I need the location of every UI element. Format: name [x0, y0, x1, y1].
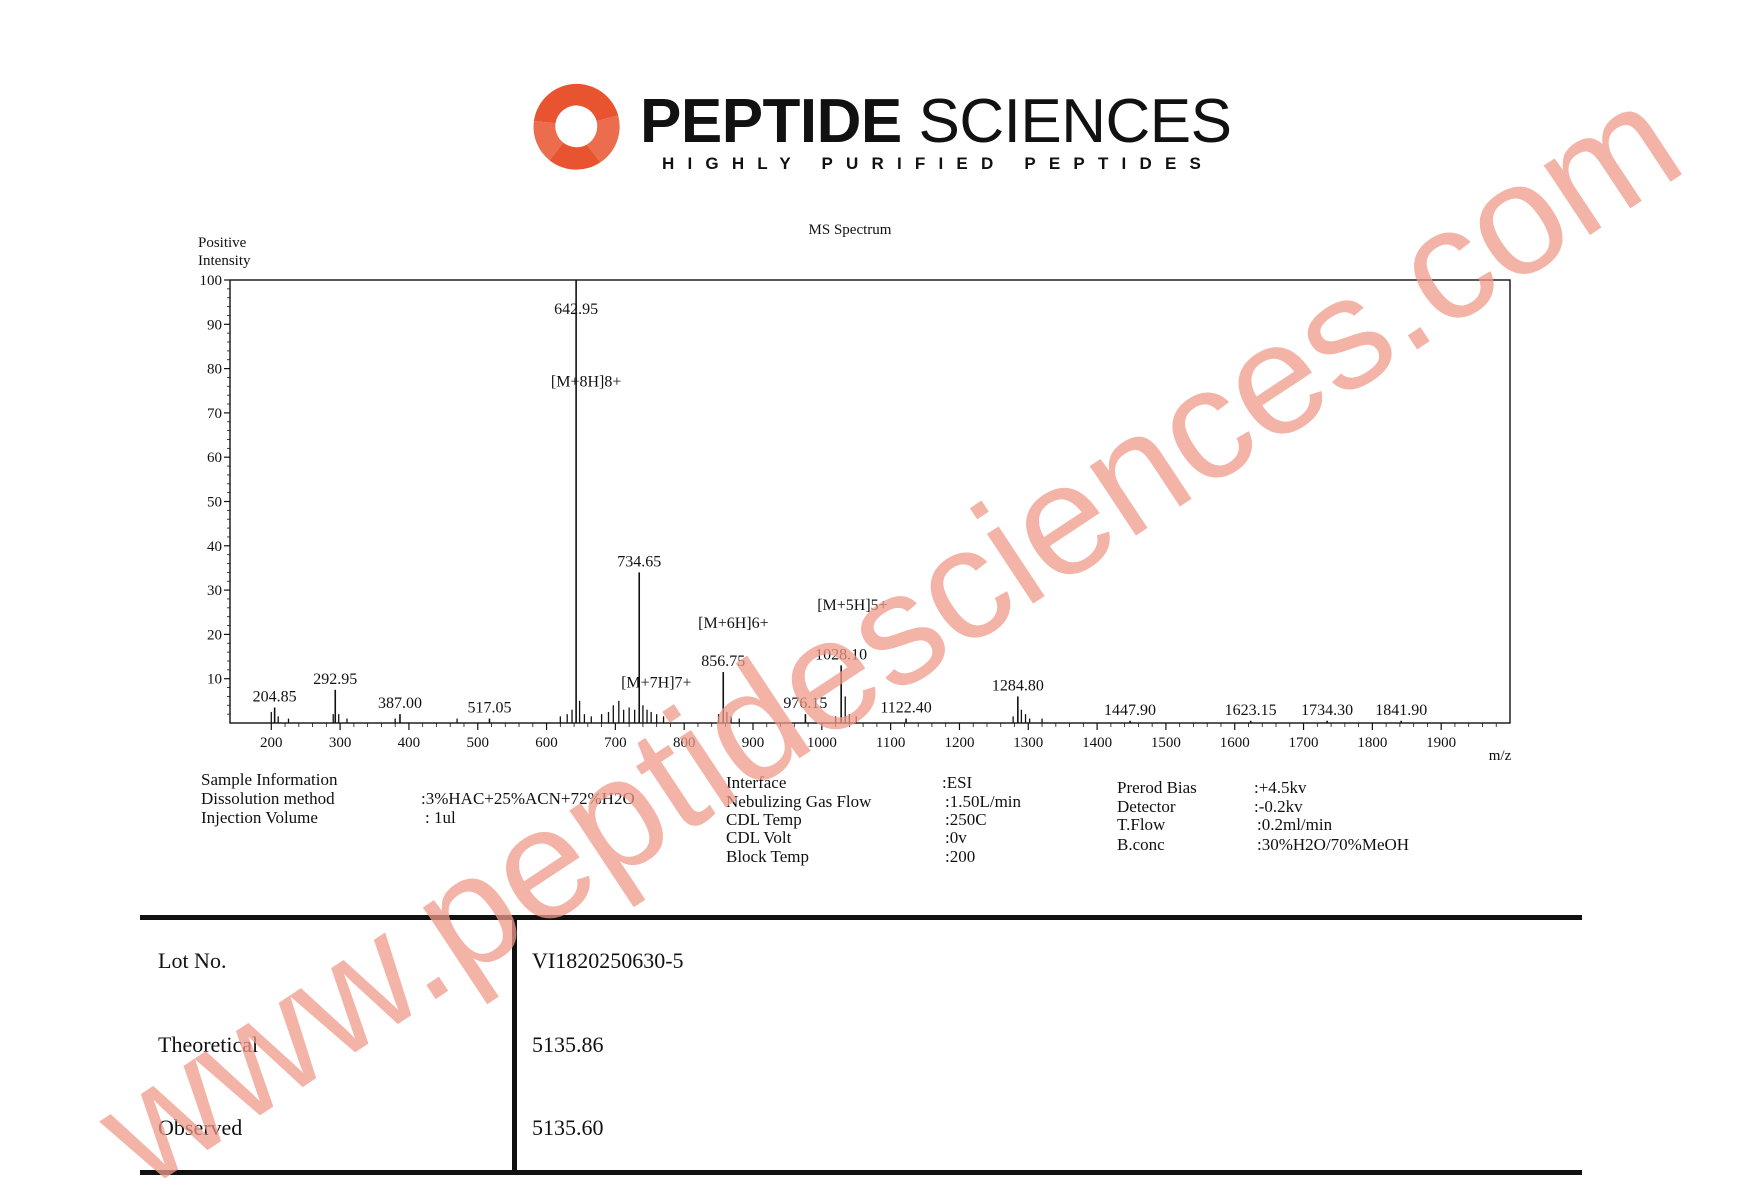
- sample-info-value: :+4.5kv: [1254, 778, 1307, 797]
- x-axis-ticks: 200 300 400 500 600 700 800 900 1000 1100 1200 1300…: [260, 723, 1497, 751]
- brand-name-light: SCIENCES: [918, 87, 1232, 156]
- x-tick-label: 1700: [1289, 735, 1319, 751]
- result-value-observed: 5135.60: [532, 1115, 604, 1140]
- x-tick-label: 800: [673, 735, 696, 751]
- x-tick-label: 600: [535, 735, 558, 751]
- x-tick-label: 500: [466, 735, 489, 751]
- y-axis-ticks: 10 20 30 40 50 60 70 80 90 100: [200, 273, 230, 715]
- sample-info-label: Block Temp: [726, 847, 810, 866]
- table-column-divider: [512, 915, 517, 1175]
- peak-label: 1284.80: [992, 677, 1044, 694]
- table-top-rule: [140, 915, 1582, 920]
- result-value-lot: VI1820250630-5: [532, 948, 684, 973]
- y-tick-label: 30: [207, 583, 222, 599]
- sample-info-value: :0.2ml/min: [1257, 815, 1333, 834]
- peak-label: 642.95: [554, 301, 598, 318]
- x-tick-label: 700: [604, 735, 627, 751]
- sample-info-value: :-0.2kv: [1254, 797, 1303, 816]
- sample-info-value: :ESI: [942, 773, 973, 792]
- sample-info-label: Prerod Bias: [1117, 778, 1197, 797]
- peak-label: 976.15: [783, 695, 827, 712]
- peak-label: 734.65: [617, 553, 661, 570]
- x-tick-label: 1200: [944, 735, 974, 751]
- brand-name: PEPTIDE SCIENCES: [640, 86, 1232, 157]
- peak-label: 204.85: [253, 688, 297, 705]
- sample-info-heading: Sample Information: [201, 770, 338, 789]
- brand-tagline: HIGHLY PURIFIED PEPTIDES: [662, 154, 1215, 173]
- peak-label: 517.05: [467, 700, 511, 717]
- sample-info-value: :3%HAC+25%ACN+72%H2O: [421, 789, 635, 808]
- peak-label: 1841.90: [1375, 702, 1427, 719]
- peak-label: 1028.10: [815, 646, 867, 663]
- x-tick-label: 1800: [1357, 735, 1387, 751]
- sample-info-value: : 1ul: [425, 808, 456, 827]
- peak-label: 1122.40: [880, 700, 931, 717]
- table-bottom-rule: [140, 1170, 1582, 1175]
- sample-info-value: :200: [945, 847, 976, 866]
- sample-info-label: Injection Volume: [201, 808, 318, 827]
- x-tick-label: 400: [398, 735, 421, 751]
- ion-annotation: [M+8H]8+: [551, 373, 621, 390]
- sample-info-label: T.Flow: [1117, 815, 1166, 834]
- sample-info-label: Detector: [1117, 797, 1176, 816]
- results-table: Lot No. VI1820250630-5 Theoretical 5135.…: [140, 915, 1582, 1175]
- chart-title: MS Spectrum: [809, 222, 892, 238]
- ion-annotation: [M+6H]6+: [698, 615, 768, 632]
- peak-label: 1623.15: [1225, 702, 1277, 719]
- y-tick-label: 60: [207, 450, 222, 466]
- brand-logo: PEPTIDE SCIENCES HIGHLY PURIFIED PEPTIDE…: [528, 74, 1232, 184]
- minor-peaks: [270, 696, 1043, 723]
- sample-info-value: :1.50L/min: [945, 792, 1022, 811]
- sample-info-label: Nebulizing Gas Flow: [726, 792, 872, 811]
- peak-label: 387.00: [378, 695, 422, 712]
- result-label-observed: Observed: [158, 1115, 243, 1140]
- result-label-theoretical: Theoretical: [158, 1032, 259, 1057]
- sample-info-value: :0v: [945, 828, 967, 847]
- result-label-lot: Lot No.: [158, 948, 227, 973]
- y-axis-label-line2: Intensity: [198, 253, 251, 269]
- x-tick-label: 1400: [1082, 735, 1112, 751]
- peak-label: 292.95: [313, 671, 357, 688]
- x-tick-label: 1300: [1013, 735, 1043, 751]
- peak-labels: 204.85 292.95 387.00 517.05 642.95 734.65 856.…: [253, 301, 1428, 719]
- swirl-logo-icon: [533, 83, 620, 170]
- plot-frame: [229, 279, 1511, 724]
- x-tick-label: 1500: [1151, 735, 1181, 751]
- peak-label: 1734.30: [1301, 702, 1353, 719]
- sample-info-label: B.conc: [1117, 835, 1165, 854]
- y-tick-label: 80: [207, 362, 222, 378]
- x-tick-label: 200: [260, 735, 283, 751]
- x-tick-label: 900: [742, 735, 765, 751]
- y-tick-label: 50: [207, 495, 222, 511]
- y-tick-label: 70: [207, 406, 222, 422]
- ion-annotation: [M+7H]7+: [621, 675, 691, 692]
- sample-info-label: CDL Temp: [726, 810, 802, 829]
- brand-name-bold: PEPTIDE: [640, 87, 902, 156]
- x-tick-label: 1600: [1220, 735, 1250, 751]
- x-tick-label: 300: [329, 735, 352, 751]
- sample-info-label: Interface: [726, 773, 787, 792]
- y-tick-label: 90: [207, 317, 222, 333]
- y-tick-label: 10: [207, 672, 222, 688]
- x-tick-label: 1100: [876, 735, 905, 751]
- result-value-theoretical: 5135.86: [532, 1032, 604, 1057]
- sample-info-value: :250C: [945, 810, 987, 829]
- x-tick-label: 1900: [1426, 735, 1456, 751]
- y-tick-label: 100: [200, 273, 223, 289]
- y-tick-label: 40: [207, 539, 222, 555]
- spectrum-peaks: [273, 280, 1402, 723]
- sample-info-label: Dissolution method: [201, 789, 335, 808]
- sample-info-label: CDL Volt: [726, 828, 792, 847]
- ms-spectrum-chart: MS Spectrum Positive Intensity m/z 200 30…: [198, 222, 1512, 764]
- peak-label: 1447.90: [1104, 702, 1156, 719]
- ion-annotations: [M+8H]8+ [M+7H]7+ [M+6H]6+ [M+5H]5+: [551, 373, 888, 691]
- peak-label: 856.75: [701, 653, 745, 670]
- sample-info-value: :30%H2O/70%MeOH: [1257, 835, 1410, 854]
- x-axis-label: m/z: [1489, 748, 1512, 764]
- y-tick-label: 20: [207, 627, 222, 643]
- ion-annotation: [M+5H]5+: [817, 597, 887, 614]
- y-axis-label-line1: Positive: [198, 235, 247, 251]
- x-tick-label: 1000: [807, 735, 837, 751]
